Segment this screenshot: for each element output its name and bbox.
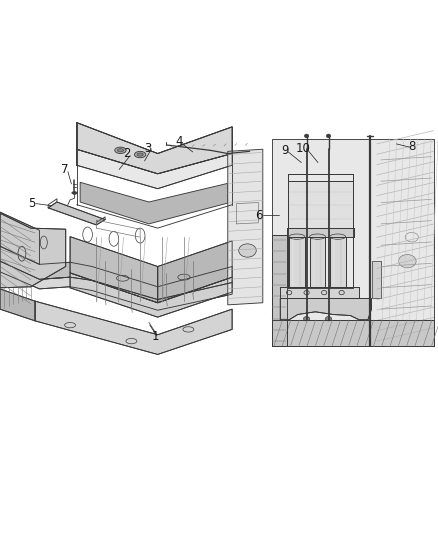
- Polygon shape: [272, 320, 434, 346]
- Text: 8: 8: [408, 140, 415, 152]
- Text: 6: 6: [255, 209, 263, 222]
- Polygon shape: [48, 202, 105, 225]
- Ellipse shape: [399, 255, 416, 268]
- Polygon shape: [272, 235, 287, 346]
- Polygon shape: [70, 273, 232, 317]
- Polygon shape: [0, 261, 232, 310]
- Text: 10: 10: [296, 142, 311, 155]
- Polygon shape: [80, 182, 228, 224]
- Ellipse shape: [72, 191, 77, 194]
- Text: 2: 2: [123, 147, 131, 160]
- Polygon shape: [287, 228, 354, 237]
- Ellipse shape: [304, 317, 310, 321]
- Polygon shape: [372, 261, 381, 298]
- Polygon shape: [288, 181, 353, 228]
- Ellipse shape: [289, 234, 305, 239]
- Polygon shape: [0, 246, 232, 300]
- Ellipse shape: [137, 153, 143, 156]
- Polygon shape: [288, 174, 353, 288]
- Polygon shape: [272, 139, 434, 346]
- Polygon shape: [77, 123, 232, 174]
- Polygon shape: [280, 298, 371, 320]
- Polygon shape: [0, 289, 35, 321]
- Polygon shape: [330, 237, 346, 287]
- Polygon shape: [289, 237, 305, 287]
- Text: 5: 5: [28, 197, 35, 210]
- Ellipse shape: [117, 149, 124, 152]
- Polygon shape: [158, 241, 232, 303]
- Ellipse shape: [304, 134, 309, 138]
- Ellipse shape: [326, 134, 331, 138]
- Polygon shape: [70, 237, 158, 303]
- Ellipse shape: [134, 151, 146, 158]
- Polygon shape: [288, 174, 353, 181]
- Ellipse shape: [239, 244, 256, 257]
- Ellipse shape: [325, 317, 332, 321]
- Ellipse shape: [310, 234, 325, 239]
- Text: 7: 7: [61, 163, 69, 176]
- Polygon shape: [0, 213, 66, 288]
- Polygon shape: [228, 149, 263, 305]
- Polygon shape: [77, 149, 232, 189]
- Text: 3: 3: [145, 142, 152, 155]
- Polygon shape: [280, 287, 359, 298]
- Ellipse shape: [330, 234, 346, 239]
- Text: 1: 1: [152, 330, 159, 343]
- Polygon shape: [35, 301, 232, 354]
- Text: 4: 4: [176, 135, 184, 148]
- Ellipse shape: [115, 147, 126, 154]
- Text: 9: 9: [281, 144, 289, 157]
- Polygon shape: [310, 237, 325, 287]
- Polygon shape: [0, 212, 39, 264]
